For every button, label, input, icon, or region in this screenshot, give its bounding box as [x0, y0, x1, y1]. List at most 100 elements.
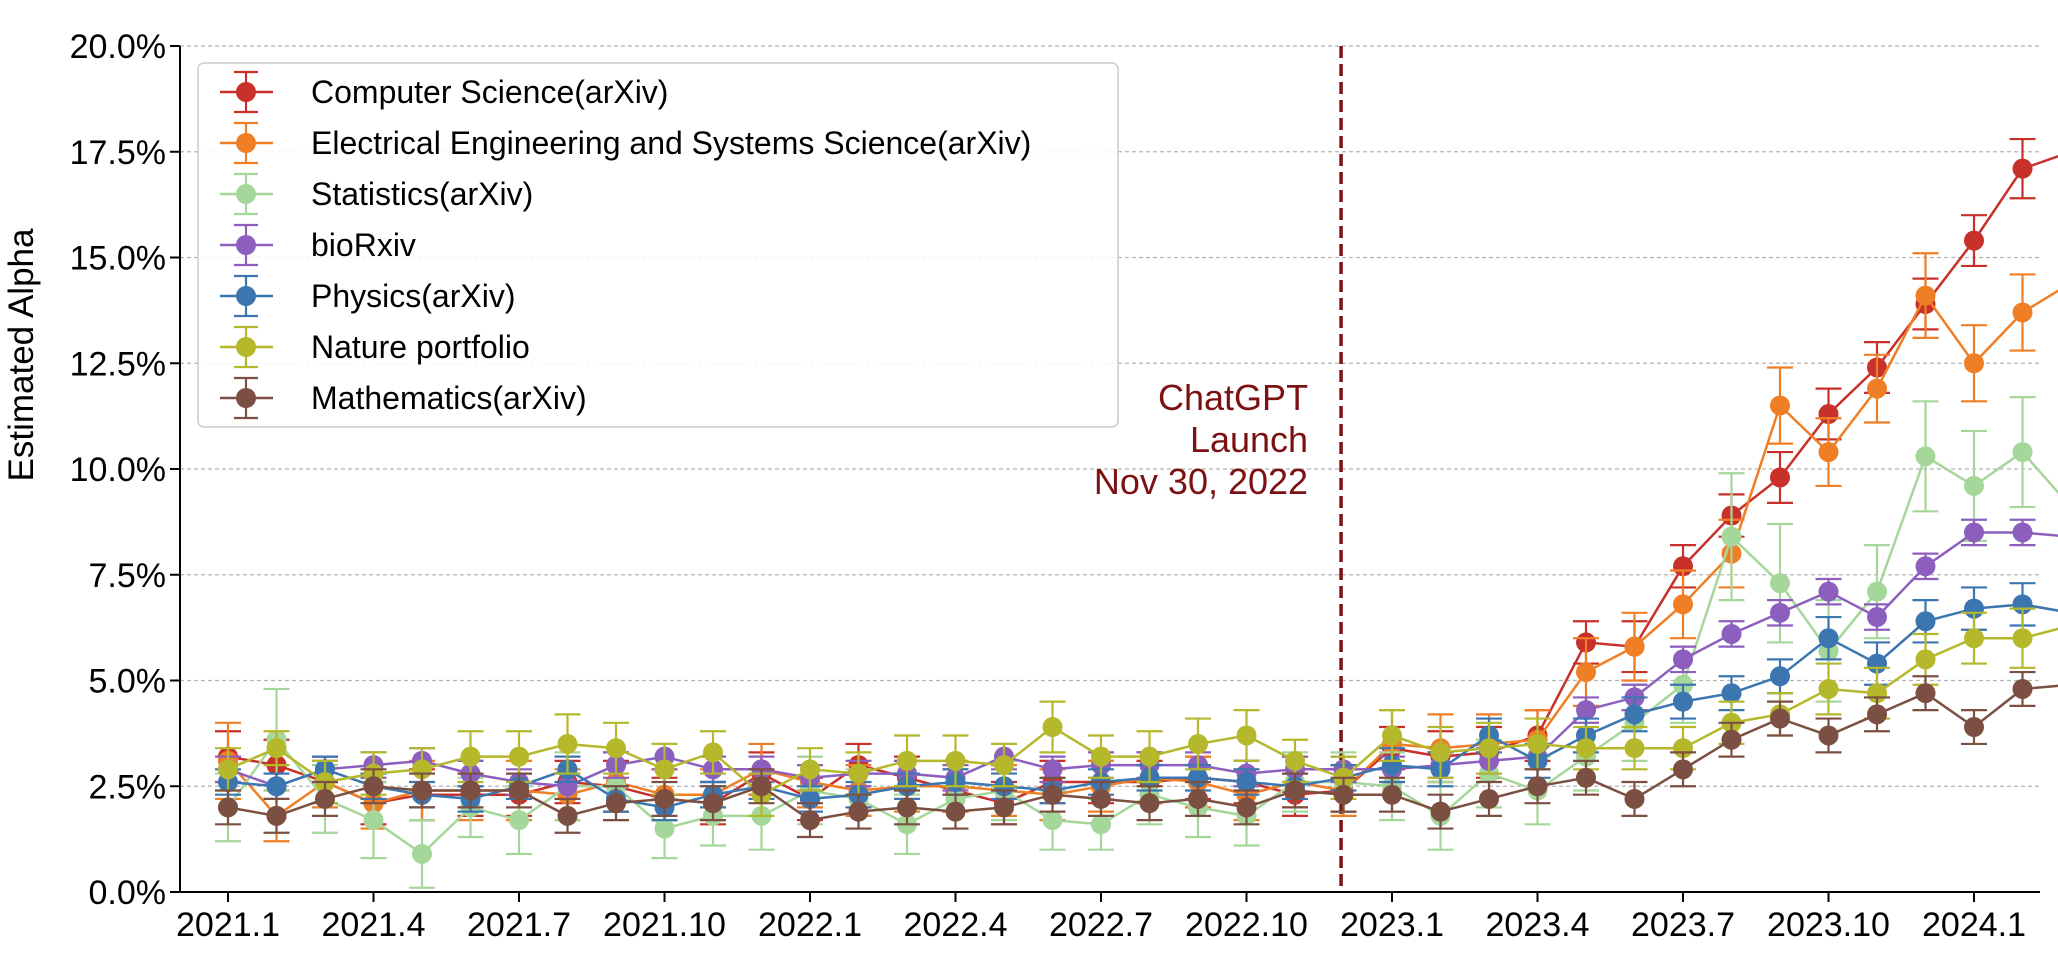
- data-point: [509, 780, 529, 801]
- data-point: [1430, 742, 1451, 763]
- x-tick-label: 2023.7: [1631, 906, 1735, 944]
- data-point: [1770, 666, 1790, 687]
- data-point: [1673, 759, 1693, 780]
- y-axis-title: Estimated Alpha: [2, 228, 41, 481]
- data-point: [1964, 628, 1984, 649]
- annotation-line: Launch: [1190, 419, 1308, 460]
- annotation-line: Nov 30, 2022: [1094, 461, 1308, 502]
- x-tick-label: 2021.4: [322, 906, 426, 944]
- legend-label: Statistics(arXiv): [311, 176, 533, 212]
- data-point: [1479, 738, 1499, 759]
- y-tick-label: 20.0%: [70, 28, 166, 66]
- legend-marker: [236, 82, 256, 102]
- data-point: [848, 763, 869, 784]
- data-point: [800, 759, 820, 780]
- data-point: [363, 776, 384, 797]
- data-point: [994, 755, 1014, 776]
- data-point: [2012, 628, 2033, 649]
- data-point: [1915, 285, 1936, 306]
- data-point: [1867, 704, 1887, 725]
- data-point: [1673, 594, 1693, 615]
- data-point: [751, 776, 772, 797]
- data-point: [1285, 780, 1305, 801]
- x-tick-label: 2021.7: [467, 906, 571, 944]
- data-point: [1770, 395, 1790, 416]
- data-point: [1624, 636, 1645, 657]
- legend-label: Physics(arXiv): [311, 278, 515, 314]
- data-point: [1915, 683, 1936, 704]
- data-point: [2012, 522, 2033, 543]
- data-point: [1770, 467, 1790, 488]
- legend-entry: Physics(arXiv): [220, 274, 515, 318]
- series-group: [215, 137, 2058, 889]
- data-point: [557, 805, 578, 826]
- data-point: [266, 776, 287, 797]
- data-point: [1673, 691, 1693, 712]
- data-point: [1042, 810, 1063, 831]
- legend-entry: Electrical Engineering and Systems Scien…: [220, 121, 1031, 165]
- x-tick-label: 2023.10: [1767, 906, 1890, 944]
- data-point: [218, 797, 238, 818]
- data-point: [412, 780, 432, 801]
- legend-label: Nature portfolio: [311, 329, 530, 365]
- data-point: [1624, 788, 1645, 809]
- data-point: [703, 793, 723, 814]
- data-point: [945, 801, 966, 822]
- x-tick-label: 2023.1: [1340, 906, 1444, 944]
- data-point: [1721, 623, 1742, 644]
- data-point: [1576, 767, 1596, 788]
- legend-marker: [236, 184, 256, 204]
- data-point: [1964, 475, 1984, 496]
- x-tick-label: 2021.10: [603, 906, 726, 944]
- data-point: [1915, 446, 1936, 467]
- data-point: [266, 738, 287, 759]
- data-point: [266, 805, 287, 826]
- data-point: [654, 759, 675, 780]
- data-point: [1624, 704, 1645, 725]
- data-point: [1867, 607, 1887, 628]
- data-point: [460, 746, 481, 767]
- legend-marker: [236, 388, 256, 408]
- legend-entry: bioRxiv: [220, 223, 416, 267]
- data-point: [1091, 746, 1111, 767]
- x-ticks: 2021.1 2021.4 2021.7 2021.10 2022.1 2022.4 202…: [176, 892, 2026, 944]
- legend-marker: [236, 337, 256, 357]
- data-point: [1867, 581, 1887, 602]
- data-point: [897, 797, 917, 818]
- data-point: [1042, 784, 1063, 805]
- data-point: [509, 810, 529, 831]
- y-ticks: 0.0% 2.5% 5.0% 7.5% 10.0% 12.5% 15.0% 17.5% 20.0…: [70, 28, 180, 912]
- legend-entry: Computer Science(arXiv): [220, 70, 668, 114]
- data-point: [218, 759, 238, 780]
- y-tick-label: 15.0%: [70, 240, 166, 278]
- data-point: [945, 750, 966, 771]
- data-point: [1527, 776, 1548, 797]
- data-point: [1721, 729, 1742, 750]
- data-point: [606, 738, 626, 759]
- x-tick-label: 2022.4: [904, 906, 1008, 944]
- data-point: [1818, 725, 1839, 746]
- data-point: [1576, 700, 1596, 721]
- data-point: [315, 788, 335, 809]
- data-point: [1430, 801, 1451, 822]
- data-point: [848, 801, 869, 822]
- data-point: [1576, 738, 1596, 759]
- legend-entry: Mathematics(arXiv): [220, 376, 587, 420]
- data-point: [1333, 784, 1354, 805]
- data-point: [1527, 733, 1548, 754]
- data-point: [1818, 678, 1839, 699]
- legend-label: Computer Science(arXiv): [311, 74, 668, 110]
- data-point: [2012, 158, 2033, 179]
- data-point: [1915, 556, 1936, 577]
- data-point: [1964, 522, 1984, 543]
- data-point: [994, 797, 1014, 818]
- y-tick-label: 12.5%: [70, 345, 166, 383]
- data-point: [1139, 793, 1160, 814]
- data-point: [1964, 353, 1984, 374]
- data-point: [1382, 784, 1402, 805]
- x-tick-label: 2021.1: [176, 906, 280, 944]
- data-point: [1867, 378, 1887, 399]
